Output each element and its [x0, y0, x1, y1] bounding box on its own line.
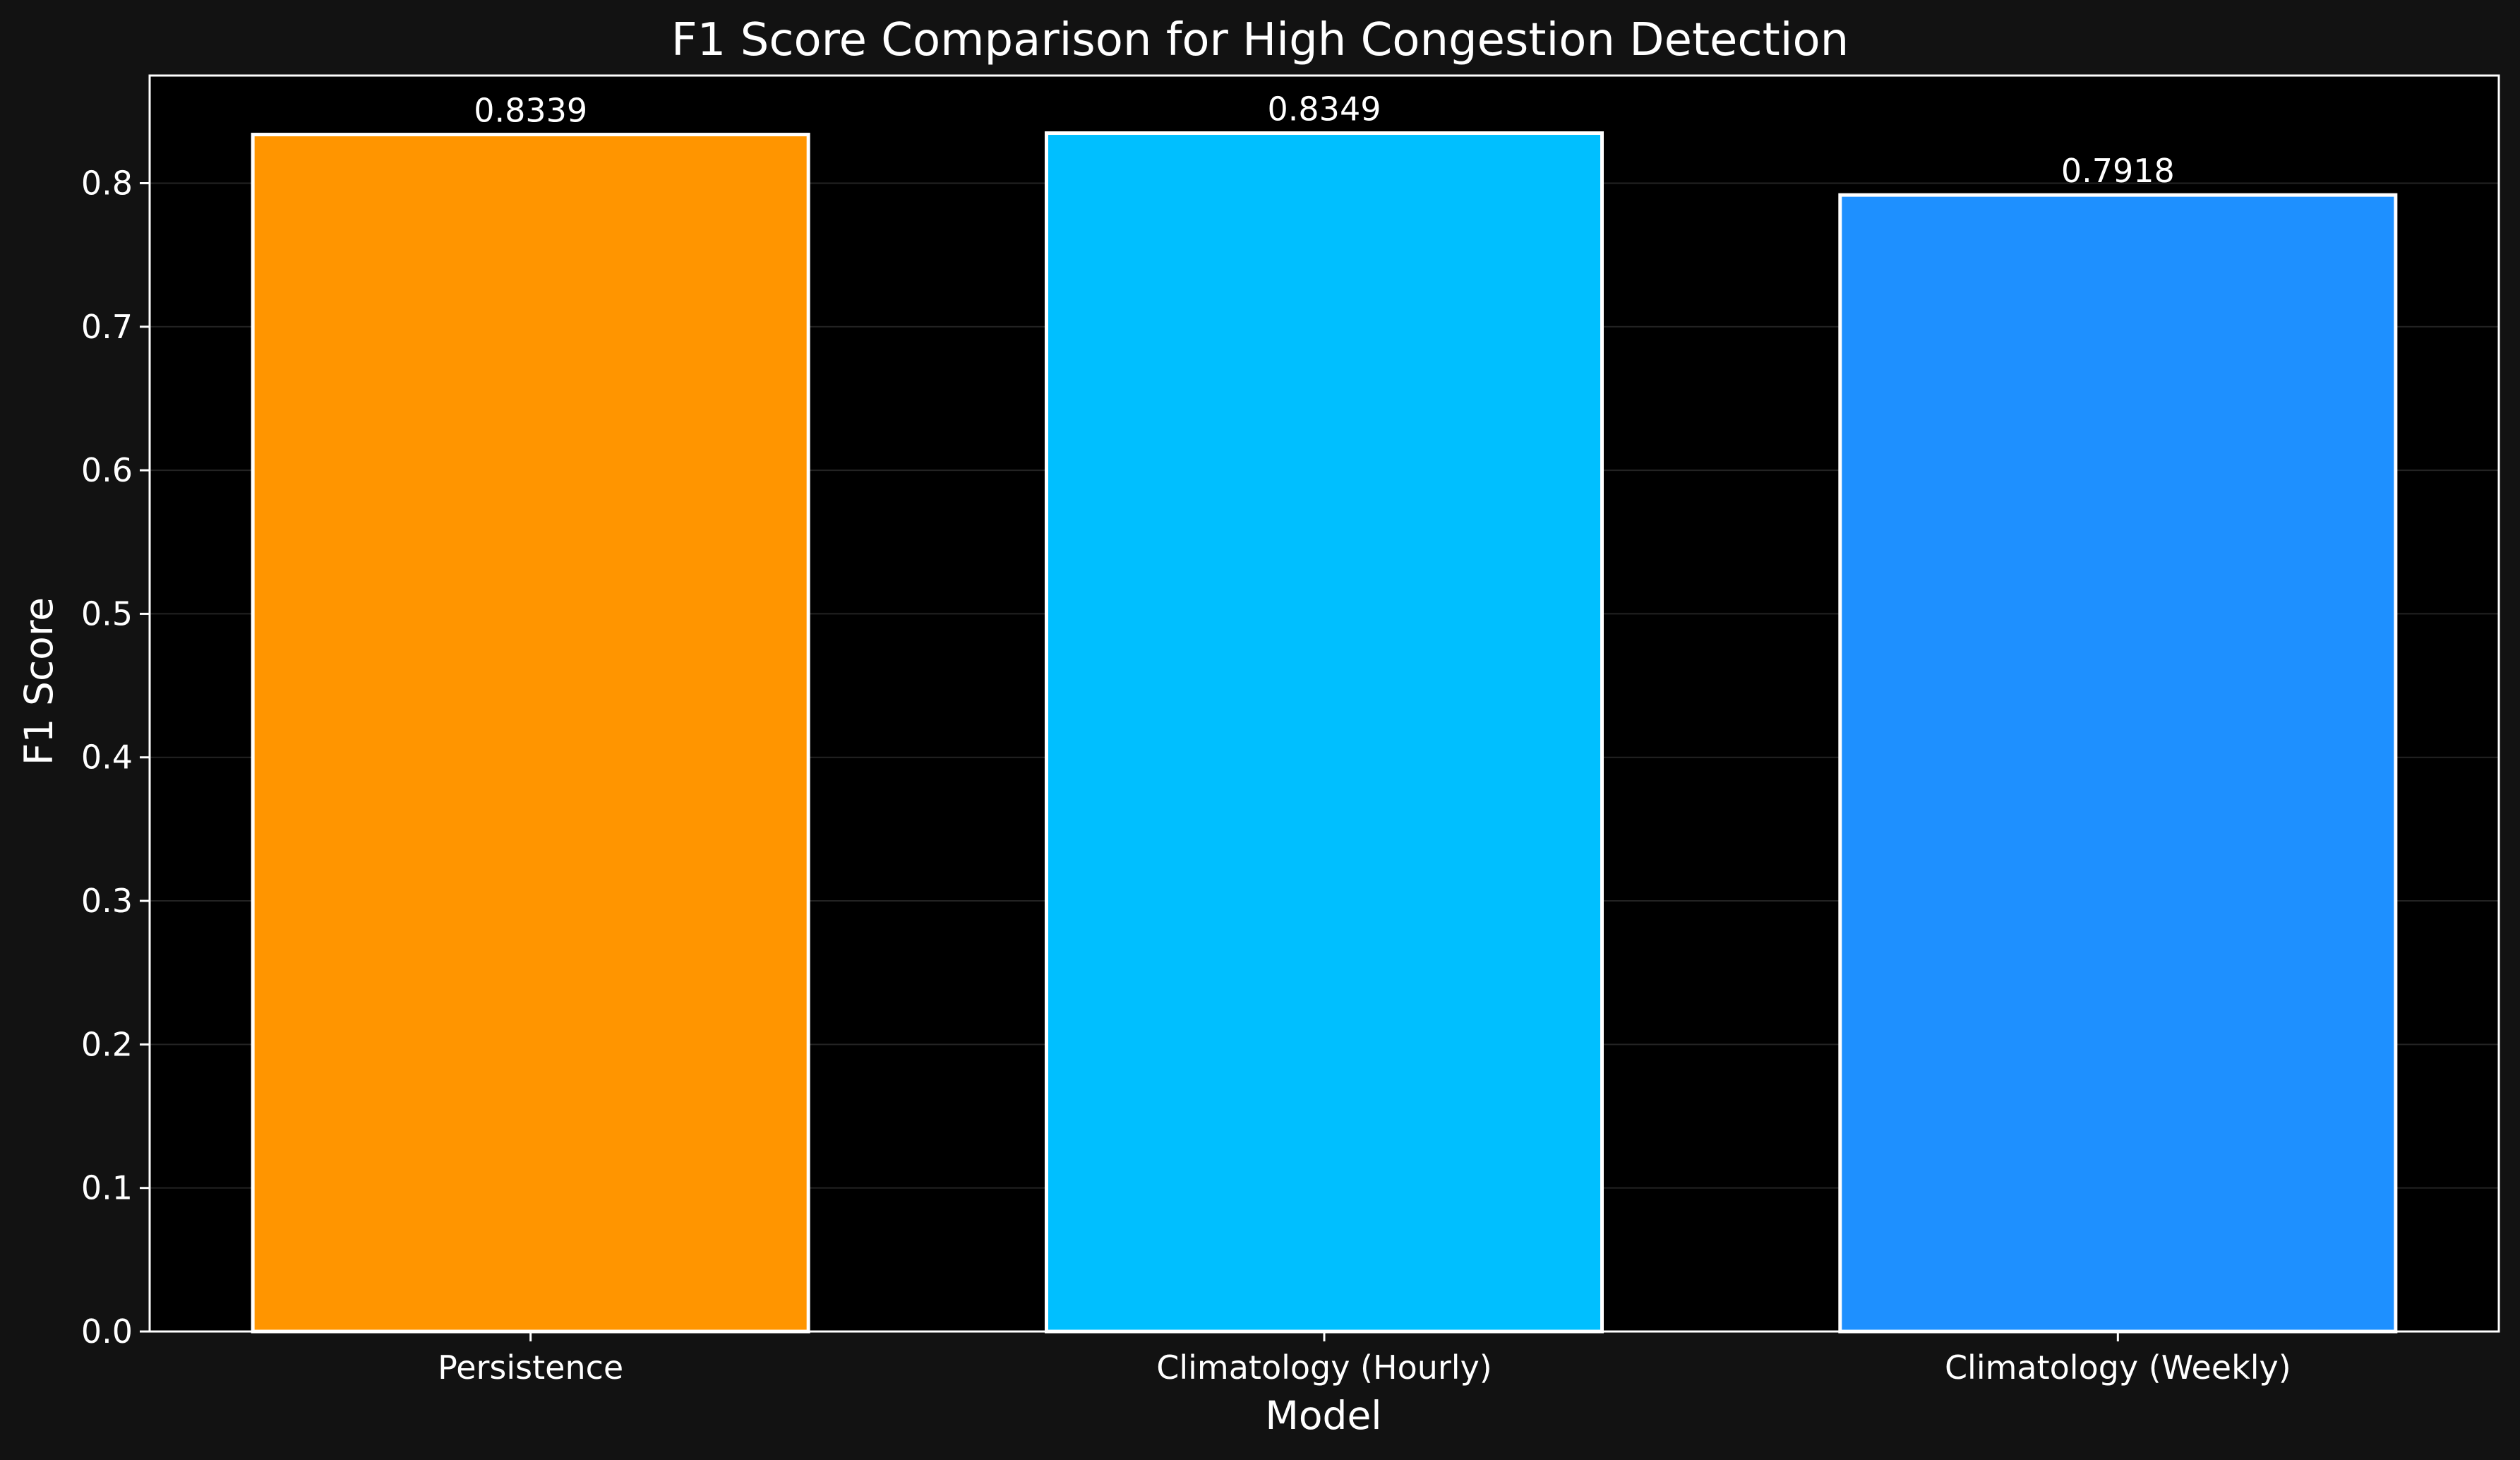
bar [1044, 131, 1604, 1334]
y-tick-label: 0.1 [81, 1169, 133, 1207]
chart-title: F1 Score Comparison for High Congestion … [671, 14, 1849, 66]
y-tick-label: 0.2 [81, 1025, 133, 1063]
y-tick-label: 0.6 [81, 451, 133, 489]
y-axis: 0.0 0.1 0.2 0.3 0.4 0.5 0.6 0.7 0.8 [81, 164, 150, 1351]
x-axis: Persistence Climatology (Hourly) Climatolo… [438, 1332, 2291, 1387]
bar [251, 133, 810, 1334]
x-tick-label: Persistence [438, 1348, 623, 1387]
x-tick-label: Climatology (Weekly) [1945, 1348, 2291, 1387]
y-tick-label: 0.5 [81, 594, 133, 633]
x-tick-label: Climatology (Hourly) [1156, 1348, 1492, 1387]
value-label: 0.7918 [2061, 152, 2175, 190]
y-axis-label: F1 Score [16, 597, 61, 765]
bars [251, 131, 2398, 1334]
y-tick-label: 0.7 [81, 308, 133, 346]
value-labels: 0.8339 0.8349 0.7918 [474, 90, 2175, 191]
y-tick-label: 0.4 [81, 738, 133, 777]
y-tick-label: 0.8 [81, 164, 133, 202]
bar [1838, 193, 2398, 1334]
value-label: 0.8349 [1268, 90, 1381, 128]
value-label: 0.8339 [474, 92, 587, 130]
y-tick-label: 0.3 [81, 882, 133, 920]
x-axis-label: Model [1265, 1393, 1381, 1438]
y-tick-label: 0.0 [81, 1312, 133, 1351]
